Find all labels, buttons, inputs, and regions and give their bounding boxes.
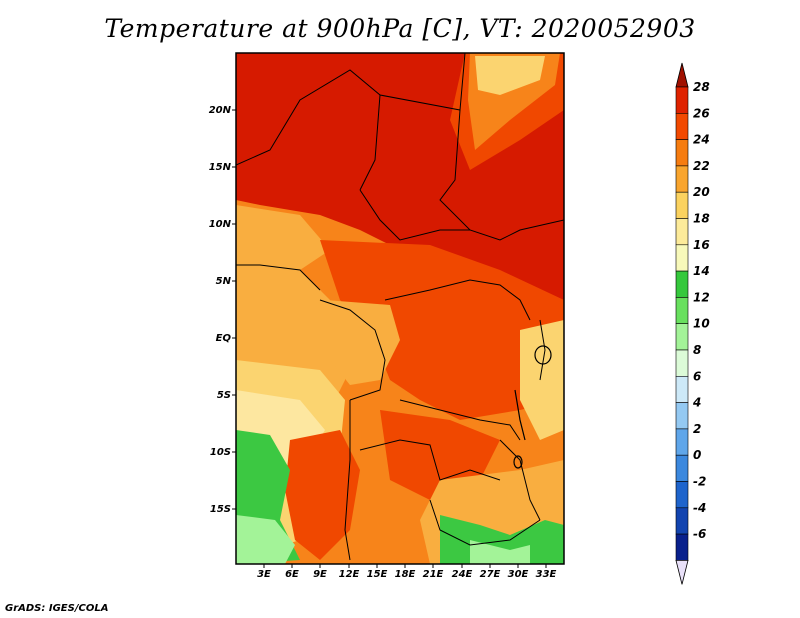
grads-credit: GrADS: IGES/COLA xyxy=(5,603,109,614)
colorbar-segment xyxy=(675,191,689,219)
colorbar-label: 16 xyxy=(693,238,710,252)
lat-label: 5S xyxy=(217,390,231,401)
colorbar-label: 10 xyxy=(693,317,710,331)
northeast-yellow xyxy=(475,56,545,95)
lat-label: 10N xyxy=(209,219,232,230)
colorbar-segment xyxy=(675,402,689,430)
colorbar-segment xyxy=(675,86,689,114)
colorbar-segment xyxy=(675,218,689,246)
colorbar-segment xyxy=(675,349,689,377)
colorbar-segment xyxy=(675,481,689,509)
colorbar-segment xyxy=(675,454,689,482)
east-highlands xyxy=(520,320,564,440)
colorbar-top-arrow xyxy=(675,62,689,88)
colorbar-label: 28 xyxy=(693,80,710,94)
southeast-light-green xyxy=(470,540,530,564)
congo-yellow xyxy=(325,300,400,385)
lat-label: 20N xyxy=(209,105,232,116)
lon-label: 15E xyxy=(367,569,388,580)
colorbar-segment xyxy=(675,270,689,298)
colorbar-label: 24 xyxy=(693,133,710,147)
lakes xyxy=(513,345,552,469)
colorbar-segment xyxy=(675,375,689,403)
lat-label: 15N xyxy=(209,162,232,173)
lon-label: 6E xyxy=(285,569,299,580)
lon-label: 30E xyxy=(508,569,529,580)
colorbar-label: 4 xyxy=(692,396,701,410)
colorbar-segment xyxy=(675,428,689,456)
lat-label: 15S xyxy=(210,504,231,515)
lon-label: 24E xyxy=(452,569,473,580)
temperature-field xyxy=(236,53,564,564)
lon-axis: 3E 6E 9E 12E 15E 18E 21E 24E 27E 30E 33E xyxy=(257,564,557,580)
colorbar-segment xyxy=(675,533,689,561)
colorbar-label: 6 xyxy=(693,369,701,383)
colorbar-segment xyxy=(675,297,689,324)
colorbar-segment xyxy=(675,113,689,140)
colorbar-label: 0 xyxy=(693,448,701,462)
colorbar-segment xyxy=(675,165,689,193)
lat-label: EQ xyxy=(216,333,232,344)
colorbar-segment xyxy=(675,244,689,272)
lon-label: 21E xyxy=(423,569,444,580)
colorbar-label: -4 xyxy=(693,501,706,515)
angola-hot xyxy=(285,430,360,560)
colorbar-segment xyxy=(675,323,689,351)
lon-label: 27E xyxy=(480,569,501,580)
lon-label: 33E xyxy=(536,569,557,580)
chart-title: Temperature at 900hPa [C], VT: 202005290… xyxy=(104,14,696,43)
lat-axis: 20N 15N 10N 5N EQ 5S 10S 15S xyxy=(209,105,236,515)
colorbar-segment xyxy=(675,507,689,535)
colorbar-label: 20 xyxy=(693,185,710,199)
lon-label: 12E xyxy=(339,569,360,580)
map-frame xyxy=(235,52,565,565)
colorbar-label: 12 xyxy=(693,290,710,304)
west-coast-orange xyxy=(236,205,330,270)
country-borders xyxy=(236,53,564,561)
lon-label: 9E xyxy=(313,569,327,580)
colorbar-segment xyxy=(675,139,689,167)
colorbar-label: -2 xyxy=(693,475,706,489)
colorbar-label: 18 xyxy=(693,212,710,226)
colorbar-label: 8 xyxy=(693,343,701,357)
colorbar-label: 2 xyxy=(693,422,701,436)
central-band xyxy=(320,240,564,420)
lon-label: 3E xyxy=(257,569,271,580)
lon-label: 18E xyxy=(395,569,416,580)
lat-label: 5N xyxy=(216,276,232,287)
lat-label: 10S xyxy=(210,447,231,458)
colorbar-label: 14 xyxy=(693,264,710,278)
colorbar-label: 22 xyxy=(693,159,710,173)
southwest-light-green xyxy=(236,515,295,564)
colorbar-bottom-arrow xyxy=(675,560,689,585)
colorbar-label: -6 xyxy=(693,527,706,541)
colorbar-label: 26 xyxy=(693,106,710,120)
